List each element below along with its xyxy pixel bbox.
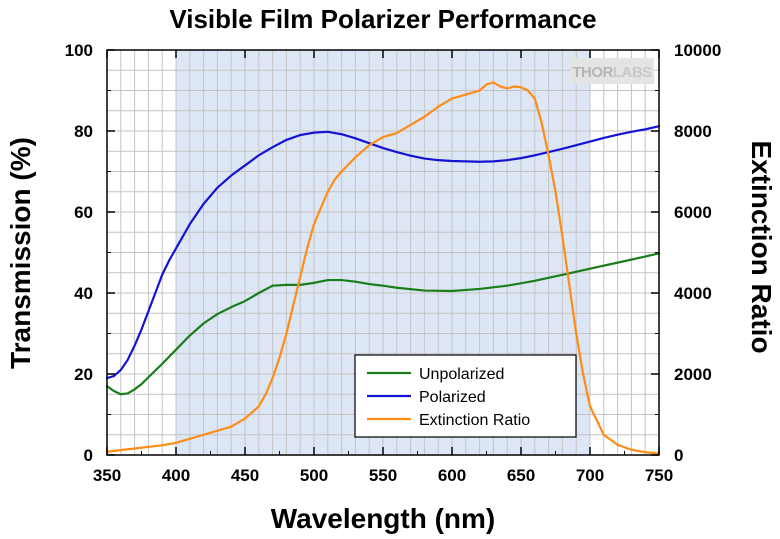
series-line-extinction-ratio [105,81,661,455]
y-right-tick-label: 6000 [674,203,712,222]
y-axis-right-title: Extinction Ratio [746,140,777,353]
x-axis-title: Wavelength (nm) [271,503,496,534]
x-tick-label: 600 [438,466,466,485]
x-tick-label: 550 [369,466,397,485]
y-right-tick-label: 8000 [674,122,712,141]
series-line-polarized [105,125,661,380]
x-tick-label: 350 [93,466,121,485]
tick-labels: 350 400 450 500 550 600 650 700 7500204060801000… [65,41,722,485]
legend: Unpolarized Polarized Extinction Ratio [354,354,577,438]
y-axis-left-title: Transmission (%) [5,137,36,369]
watermark-text: THORLABS [572,64,652,81]
x-tick-label: 450 [231,466,259,485]
y-left-tick-label: 20 [74,365,93,384]
x-tick-label: 400 [162,466,190,485]
tick-marks [106,49,660,456]
x-tick-label: 750 [645,466,673,485]
thorlabs-watermark: THORLABS [570,58,654,84]
series-layer [105,81,661,455]
x-tick-label: 650 [507,466,535,485]
y-left-tick-label: 0 [84,446,93,465]
watermark-background [570,58,654,84]
series-line-unpolarized [105,252,661,396]
y-left-tick-label: 60 [74,203,93,222]
chart-title: Visible Film Polarizer Performance [169,4,596,34]
legend-label-extinction-ratio: Extinction Ratio [419,412,530,429]
y-left-tick-label: 100 [65,41,93,60]
x-tick-label: 500 [300,466,328,485]
legend-label-unpolarized: Unpolarized [419,366,504,383]
y-right-tick-label: 0 [674,446,683,465]
y-right-tick-label: 10000 [674,41,721,60]
x-tick-label: 700 [576,466,604,485]
watermark-part2: LABS [613,64,652,81]
y-right-tick-label: 4000 [674,284,712,303]
y-left-tick-label: 40 [74,284,93,303]
y-left-tick-label: 80 [74,122,93,141]
legend-label-polarized: Polarized [419,389,486,406]
y-right-tick-label: 2000 [674,365,712,384]
watermark-part1: THOR [572,64,613,81]
